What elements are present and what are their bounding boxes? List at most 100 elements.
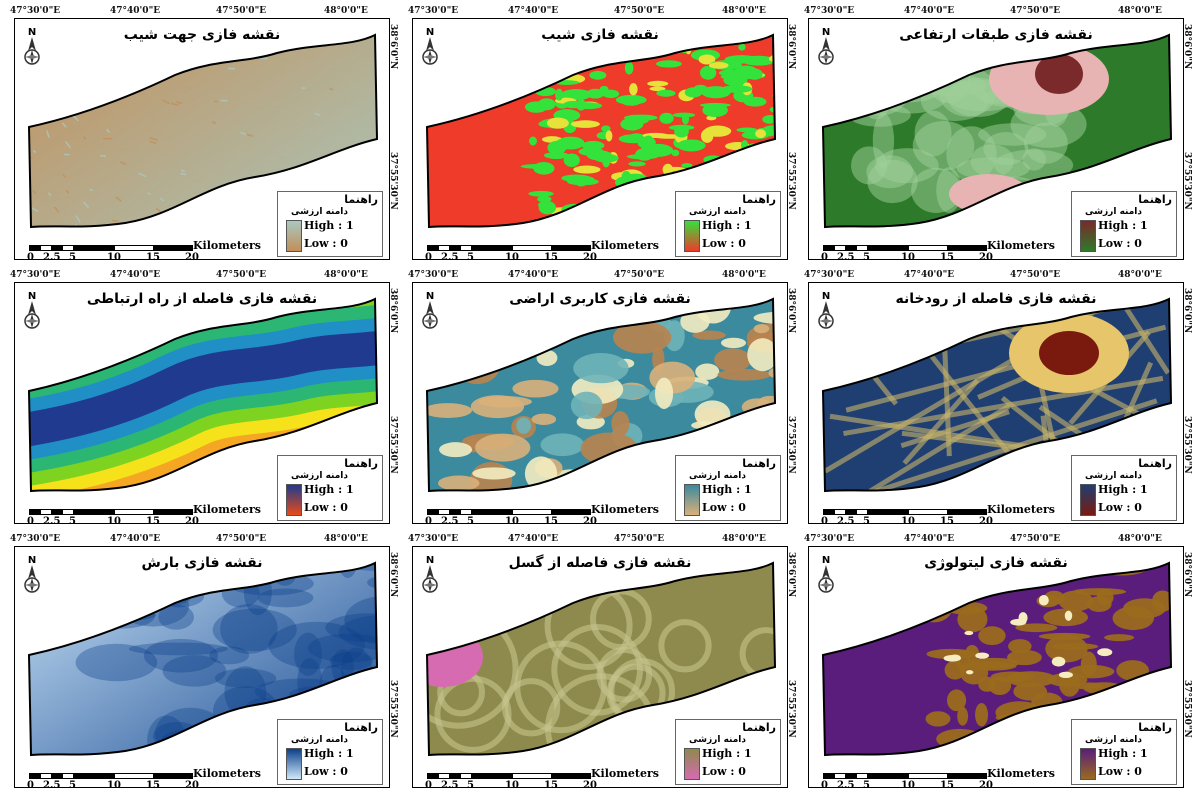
longitude-label: 47°30'0"E: [804, 6, 854, 16]
latitude-label: 37°55'30"N: [388, 416, 398, 474]
legend-high-label: High : 1: [304, 747, 354, 760]
scale-tick: 0: [425, 516, 432, 527]
legend-high-label: High : 1: [304, 483, 354, 496]
map-legend: راهنما دامنه ارزشی High : 1 Low : 0: [277, 455, 383, 521]
scale-tick: 5: [863, 780, 870, 791]
longitude-label: 48°0'0"E: [324, 6, 368, 16]
north-arrow-icon: N: [21, 553, 43, 597]
map-legend: راهنما دامنه ارزشی High : 1 Low : 0: [1071, 719, 1177, 785]
longitude-label: 48°0'0"E: [722, 6, 766, 16]
longitude-label: 47°30'0"E: [408, 6, 458, 16]
longitude-label: 47°50'0"E: [1010, 6, 1060, 16]
scale-tick: 10: [505, 780, 519, 791]
scale-tick: 2.5: [837, 252, 854, 263]
map-title: نقشه فازی فاصله از رودخانه: [809, 291, 1183, 307]
scale-tick: 20: [979, 516, 993, 527]
scale-tick: 15: [544, 252, 558, 263]
north-arrow-icon: N: [419, 289, 441, 333]
map-frame: نقشه فازی بارش N راهنما دامنه ارزشی High…: [14, 546, 390, 788]
latitude-label: 38°6'0"N: [786, 24, 796, 69]
scale-segment: [73, 773, 115, 779]
map-title: نقشه فازی لیتولوژی: [809, 555, 1183, 571]
scale-tick: 5: [69, 516, 76, 527]
legend-subtitle: دامنه ارزشی: [291, 735, 348, 745]
scale-bar: Kilometers 0 2.5 5 10 15 20: [823, 505, 1043, 535]
legend-color-ramp: [684, 220, 700, 252]
longitude-label: 47°40'0"E: [508, 270, 558, 280]
scale-bar: Kilometers 0 2.5 5 10 15 20: [823, 769, 1043, 799]
legend-title: راهنما: [742, 457, 776, 470]
scale-tick: 2.5: [441, 780, 458, 791]
scale-tick: 15: [940, 252, 954, 263]
map-panel-litho: 47°30'0"E 47°40'0"E 47°50'0"E 48°0'0"E ن…: [800, 532, 1192, 790]
map-title: نقشه فازی جهت شیب: [15, 27, 389, 43]
map-legend: راهنما دامنه ارزشی High : 1 Low : 0: [675, 719, 781, 785]
scale-tick: 5: [69, 252, 76, 263]
longitude-label: 48°0'0"E: [1118, 534, 1162, 544]
scale-unit: Kilometers: [987, 767, 1055, 780]
scale-segment: [908, 509, 948, 515]
longitude-label: 48°0'0"E: [1118, 270, 1162, 280]
legend-subtitle: دامنه ارزشی: [291, 471, 348, 481]
longitude-label: 48°0'0"E: [324, 270, 368, 280]
svg-text:N: N: [28, 291, 36, 302]
map-frame: نقشه فازی فاصله از گسل N راهنما دامنه ار…: [412, 546, 788, 788]
longitude-label: 47°30'0"E: [408, 534, 458, 544]
scale-tick: 10: [901, 780, 915, 791]
scale-tick: 15: [544, 516, 558, 527]
longitude-label: 47°50'0"E: [216, 6, 266, 16]
scale-unit: Kilometers: [193, 767, 261, 780]
legend-high-label: High : 1: [702, 219, 752, 232]
map-title: نقشه فازی فاصله از گسل: [413, 555, 787, 571]
map-panel-aspect: 47°30'0"E 47°40'0"E 47°50'0"E 48°0'0"E ن…: [6, 4, 398, 262]
map-title: نقشه فازی فاصله از راه ارتباطی: [15, 291, 389, 307]
legend-color-ramp: [286, 748, 302, 780]
latitude-label: 37°55'30"N: [388, 152, 398, 210]
scale-tick: 10: [901, 252, 915, 263]
longitude-label: 47°50'0"E: [216, 534, 266, 544]
scale-unit: Kilometers: [591, 239, 659, 252]
longitude-label: 48°0'0"E: [722, 534, 766, 544]
map-frame: نقشه فازی لیتولوژی N راهنما دامنه ارزشی …: [808, 546, 1184, 788]
scale-tick: 10: [107, 516, 121, 527]
scale-tick: 15: [940, 780, 954, 791]
scale-bar: Kilometers 0 2.5 5 10 15 20: [427, 241, 647, 271]
legend-high-label: High : 1: [1098, 483, 1148, 496]
latitude-label: 38°6'0"N: [786, 552, 796, 597]
scale-segment: [471, 773, 513, 779]
scale-tick: 0: [27, 780, 34, 791]
scale-segment: [908, 245, 948, 251]
scale-segment: [153, 509, 193, 515]
north-arrow-icon: N: [815, 25, 837, 69]
legend-color-ramp: [286, 484, 302, 516]
longitude-label: 47°30'0"E: [408, 270, 458, 280]
map-panel-elevation: 47°30'0"E 47°40'0"E 47°50'0"E 48°0'0"E ن…: [800, 4, 1192, 262]
longitude-label: 47°30'0"E: [10, 534, 60, 544]
legend-low-label: Low : 0: [304, 765, 348, 778]
map-frame: نقشه فازی فاصله از راه ارتباطی N راهنما …: [14, 282, 390, 524]
legend-high-label: High : 1: [702, 747, 752, 760]
map-title: نقشه فازی طبقات ارتفاعی: [809, 27, 1183, 43]
map-panel-rain: 47°30'0"E 47°40'0"E 47°50'0"E 48°0'0"E ن…: [6, 532, 398, 790]
longitude-label: 47°40'0"E: [110, 270, 160, 280]
scale-segment: [551, 245, 591, 251]
scale-tick: 20: [185, 780, 199, 791]
scale-bar: Kilometers 0 2.5 5 10 15 20: [29, 769, 249, 799]
scale-tick: 10: [107, 252, 121, 263]
legend-high-label: High : 1: [304, 219, 354, 232]
scale-tick: 20: [583, 252, 597, 263]
scale-tick: 5: [467, 252, 474, 263]
scale-tick: 20: [979, 252, 993, 263]
latitude-label: 37°55'30"N: [1182, 416, 1192, 474]
scale-segment: [153, 245, 193, 251]
svg-text:N: N: [822, 27, 830, 38]
legend-subtitle: دامنه ارزشی: [689, 735, 746, 745]
latitude-label: 38°6'0"N: [388, 288, 398, 333]
scale-segment: [947, 773, 987, 779]
scale-tick: 5: [863, 516, 870, 527]
legend-title: راهنما: [742, 721, 776, 734]
map-frame: نقشه فازی طبقات ارتفاعی N راهنما دامنه ا…: [808, 18, 1184, 260]
map-frame: نقشه فازی کاربری اراضی N راهنما دامنه ار…: [412, 282, 788, 524]
north-arrow-icon: N: [419, 25, 441, 69]
svg-text:N: N: [426, 27, 434, 38]
